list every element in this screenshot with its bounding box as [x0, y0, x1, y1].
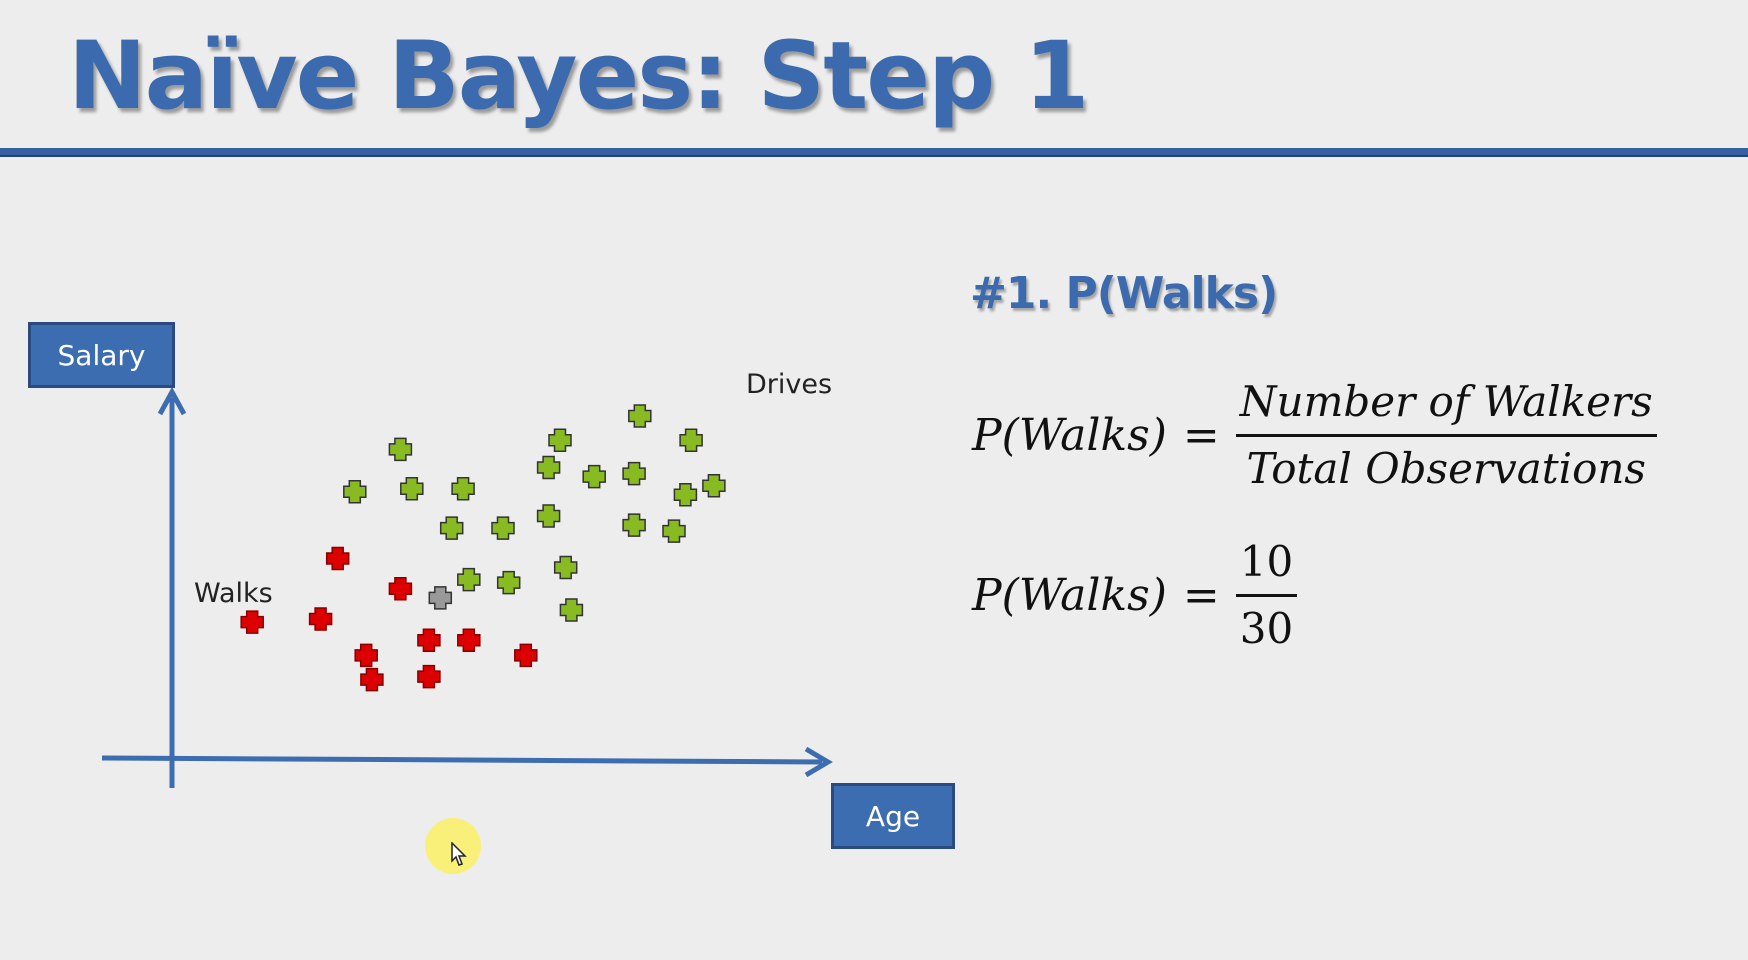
- drives-point: [388, 437, 413, 462]
- y-axis-label: Salary: [28, 322, 175, 388]
- walks-region-label: Walks: [194, 578, 273, 609]
- drives-point: [400, 477, 424, 501]
- walks-point: [514, 643, 538, 668]
- drives-point: [553, 555, 578, 580]
- drives-point: [679, 428, 703, 453]
- walks-point: [457, 628, 481, 652]
- drives-point: [582, 464, 606, 489]
- drives-point: [536, 504, 561, 528]
- walks-point: [360, 667, 384, 692]
- walks-point: [240, 610, 264, 634]
- walks-point: [417, 628, 441, 652]
- equals-sign: =: [1182, 410, 1220, 461]
- value-denominator: 30: [1239, 604, 1294, 653]
- probability-formula: P(Walks) = Number of Walkers Total Obser…: [972, 370, 1657, 501]
- mouse-cursor-icon: [451, 842, 467, 866]
- walks-point: [354, 643, 378, 668]
- drives-point: [457, 567, 481, 592]
- walks-point: [388, 576, 413, 601]
- formula-fraction: Number of Walkers Total Observations: [1235, 370, 1657, 501]
- value-fraction-bar: [1235, 594, 1298, 597]
- value-fraction: 10 30: [1235, 530, 1298, 661]
- new-observation-point: [428, 586, 453, 610]
- fraction-denominator: Total Observations: [1246, 444, 1646, 493]
- scatter-plot: [101, 386, 833, 788]
- drives-point: [343, 480, 367, 504]
- x-axis: [101, 755, 823, 765]
- value-equals-sign: =: [1182, 570, 1220, 621]
- value-lhs: P(Walks): [972, 570, 1167, 621]
- slide-title: Naïve Bayes: Step 1: [68, 22, 1089, 131]
- drives-point: [536, 455, 561, 480]
- drives-point: [622, 461, 646, 486]
- drives-point: [662, 519, 686, 543]
- drives-point: [622, 513, 646, 537]
- drives-point: [628, 404, 652, 428]
- formula-lhs: P(Walks): [972, 410, 1167, 461]
- value-numerator: 10: [1239, 537, 1294, 586]
- drives-point: [439, 516, 464, 540]
- x-axis-label: Age: [831, 783, 955, 849]
- walks-point: [325, 546, 350, 571]
- probability-value: P(Walks) = 10 30: [972, 530, 1298, 661]
- fraction-numerator: Number of Walkers: [1239, 377, 1653, 426]
- y-axis-arrow-icon: [157, 386, 187, 416]
- drives-point: [673, 483, 698, 507]
- drives-point: [451, 477, 475, 501]
- x-axis-arrow-icon: [804, 746, 833, 778]
- title-divider: [0, 148, 1748, 157]
- drives-region-label: Drives: [746, 369, 833, 400]
- drives-point: [491, 516, 515, 540]
- drives-point: [496, 570, 521, 595]
- drives-point: [548, 428, 572, 453]
- walks-point: [417, 664, 441, 689]
- drives-point: [702, 473, 726, 498]
- drives-point: [559, 598, 584, 622]
- step-heading: #1. P(Walks): [970, 268, 1278, 319]
- walks-point: [308, 607, 333, 631]
- fraction-bar: [1235, 434, 1657, 437]
